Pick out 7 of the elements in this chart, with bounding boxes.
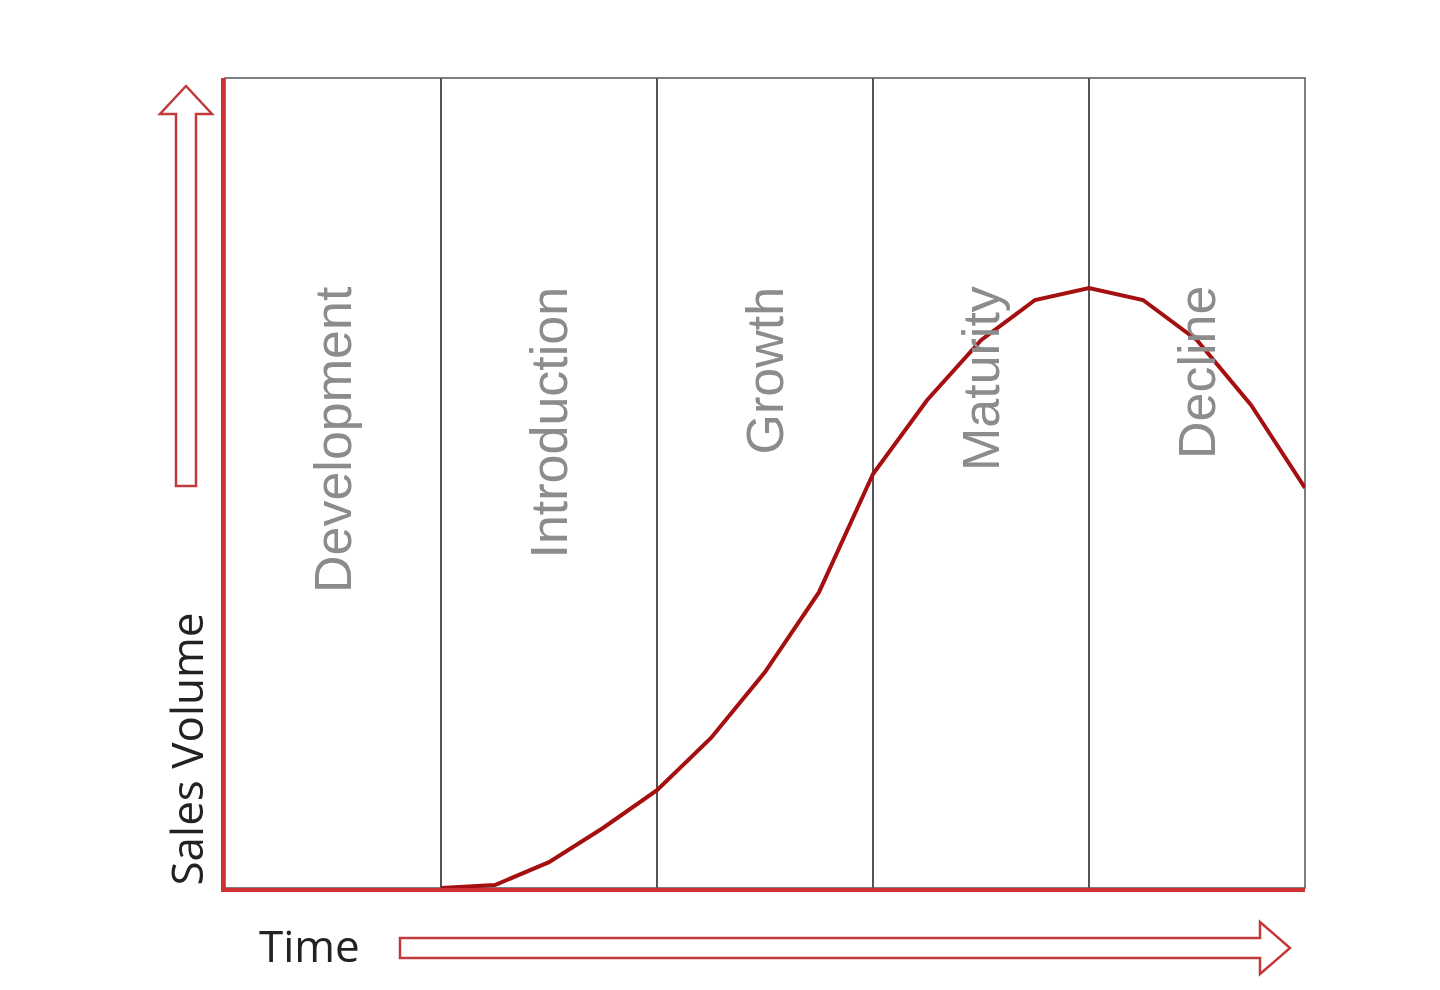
annotation: Growth bbox=[736, 286, 795, 455]
y-axis-title: Sales Volume bbox=[155, 612, 216, 886]
annotation: Maturity bbox=[951, 286, 1010, 472]
annotation: Introduction bbox=[520, 286, 579, 559]
x-axis-title: Time bbox=[259, 915, 360, 975]
annotation: Decline bbox=[1167, 285, 1226, 460]
annotation: Development bbox=[303, 286, 362, 594]
